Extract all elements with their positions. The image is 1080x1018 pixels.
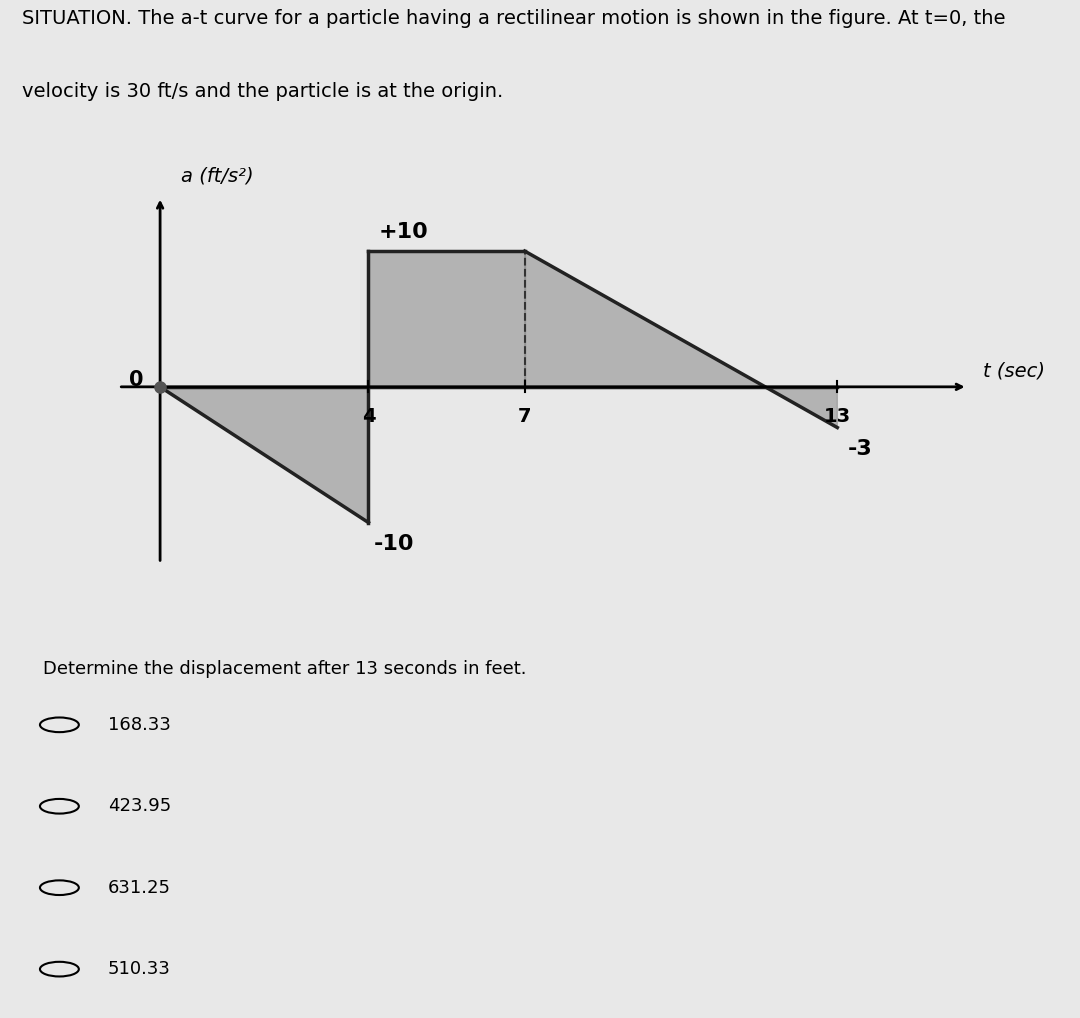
- Text: SITUATION. The a-t curve for a particle having a rectilinear motion is shown in : SITUATION. The a-t curve for a particle …: [22, 9, 1005, 29]
- Text: 631.25: 631.25: [108, 879, 171, 897]
- Text: 13: 13: [824, 407, 851, 427]
- Text: Determine the displacement after 13 seconds in feet.: Determine the displacement after 13 seco…: [43, 660, 527, 678]
- Text: 510.33: 510.33: [108, 960, 171, 978]
- Text: a (ft/s²): a (ft/s²): [181, 167, 254, 186]
- Text: 423.95: 423.95: [108, 797, 172, 815]
- Text: velocity is 30 ft/s and the particle is at the origin.: velocity is 30 ft/s and the particle is …: [22, 82, 503, 102]
- Text: 4: 4: [362, 407, 375, 427]
- Polygon shape: [525, 251, 837, 428]
- Text: t (sec): t (sec): [983, 361, 1045, 380]
- Text: 168.33: 168.33: [108, 716, 171, 734]
- Text: -10: -10: [374, 533, 414, 554]
- Polygon shape: [160, 387, 368, 522]
- Text: 7: 7: [518, 407, 531, 427]
- Text: 0: 0: [129, 371, 144, 390]
- Text: +10: +10: [379, 222, 429, 241]
- Polygon shape: [368, 251, 525, 387]
- Text: -3: -3: [848, 439, 873, 459]
